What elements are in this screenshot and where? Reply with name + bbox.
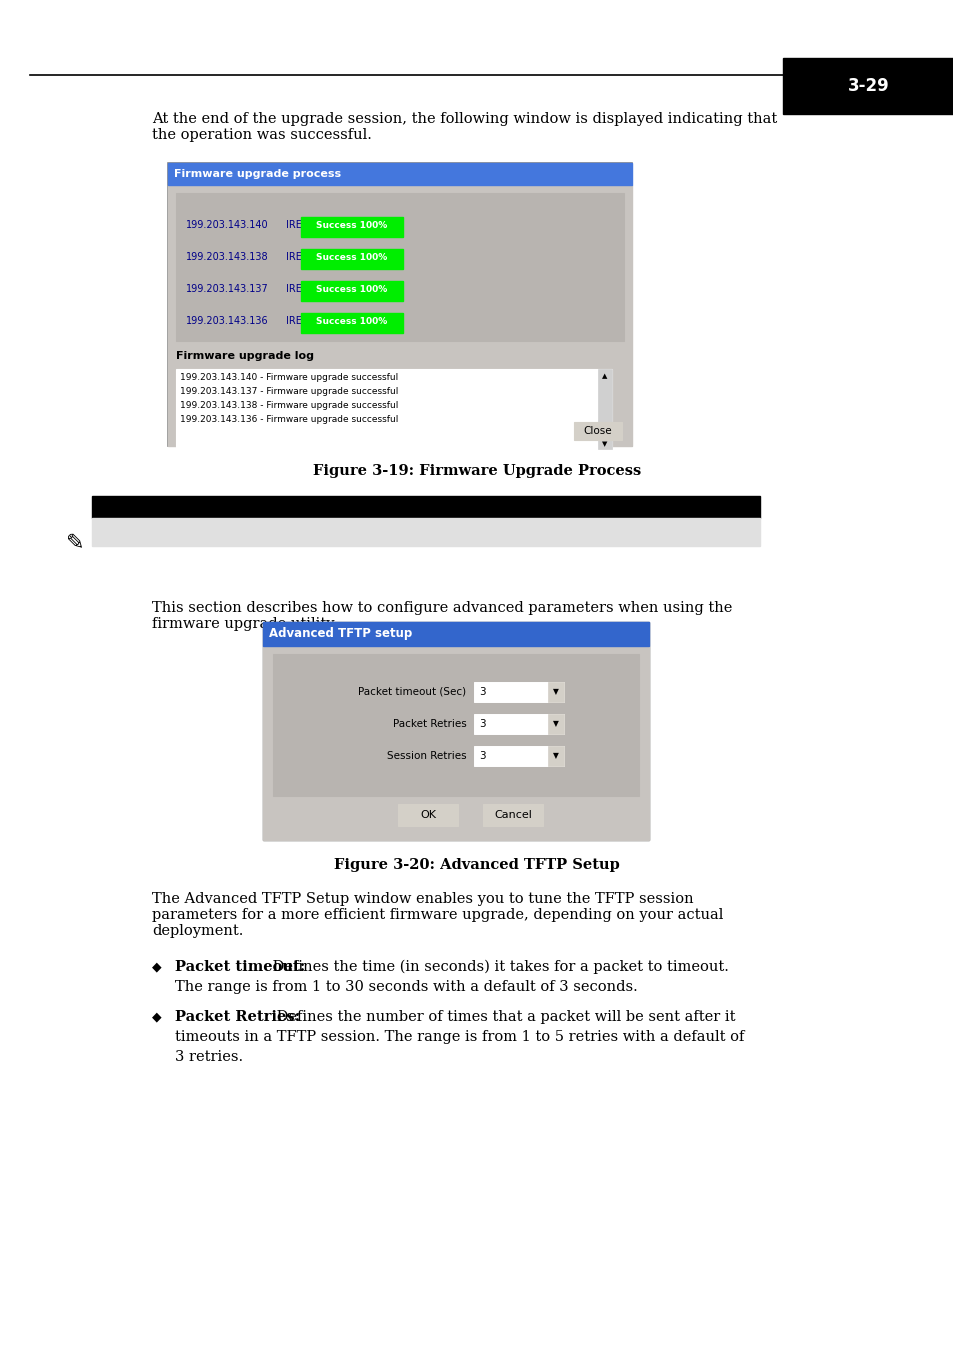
Text: Figure 3-20: Advanced TFTP Setup: Figure 3-20: Advanced TFTP Setup	[334, 858, 619, 871]
Text: Firmware upgrade log: Firmware upgrade log	[175, 351, 314, 361]
Bar	[301, 249, 402, 269]
Text: ▼: ▼	[601, 440, 607, 447]
Text: 3: 3	[478, 719, 485, 730]
Text: 199.203.143.136 - Firmware upgrade successful: 199.203.143.136 - Firmware upgrade succe…	[180, 415, 398, 424]
Bar	[782, 58, 953, 113]
Text: Success 100%: Success 100%	[316, 253, 387, 262]
Text: This section describes how to configure advanced parameters when using the
firmw: This section describes how to configure …	[152, 601, 732, 631]
Text: Packet timeout:: Packet timeout:	[174, 961, 305, 974]
Text: The range is from 1 to 30 seconds with a default of 3 seconds.: The range is from 1 to 30 seconds with a…	[174, 979, 638, 994]
Bar	[263, 646, 648, 840]
Bar	[175, 193, 623, 340]
Text: ◆: ◆	[152, 961, 161, 973]
Bar	[168, 185, 631, 446]
Text: OK: OK	[419, 811, 436, 820]
Text: Packet Retries: Packet Retries	[392, 719, 466, 730]
Text: 3: 3	[478, 688, 485, 697]
Bar	[263, 621, 648, 646]
Text: Packet timeout (Sec): Packet timeout (Sec)	[357, 688, 466, 697]
Text: 199.203.143.140 - Firmware upgrade successful: 199.203.143.140 - Firmware upgrade succe…	[180, 373, 397, 382]
Text: ▼: ▼	[553, 751, 558, 761]
Text: Close: Close	[583, 426, 612, 436]
Bar	[263, 621, 648, 840]
Text: 199.203.143.137: 199.203.143.137	[186, 284, 269, 295]
Text: IRE: IRE	[286, 220, 301, 230]
Text: ◆: ◆	[152, 1011, 161, 1023]
Bar	[474, 682, 564, 703]
Bar	[168, 163, 631, 185]
Text: Success 100%: Success 100%	[316, 316, 387, 326]
Bar	[474, 746, 564, 766]
Text: ✎: ✎	[66, 534, 84, 553]
Text: Firmware upgrade process: Firmware upgrade process	[173, 169, 341, 178]
Text: 3-29: 3-29	[846, 77, 888, 95]
Text: IRE: IRE	[286, 253, 301, 262]
Bar	[301, 313, 402, 332]
Text: At the end of the upgrade session, the following window is displayed indicating : At the end of the upgrade session, the f…	[152, 112, 777, 142]
Bar	[168, 163, 631, 446]
Text: 199.203.143.138 - Firmware upgrade successful: 199.203.143.138 - Firmware upgrade succe…	[180, 401, 398, 409]
Text: 3 retries.: 3 retries.	[174, 1050, 243, 1065]
Bar	[548, 713, 564, 734]
Text: The Advanced TFTP Setup window enables you to tune the TFTP session
parameters f: The Advanced TFTP Setup window enables y…	[152, 892, 722, 939]
Text: Session Retries: Session Retries	[386, 751, 466, 761]
Text: ▼: ▼	[553, 720, 558, 728]
Bar	[598, 369, 612, 449]
Bar	[548, 682, 564, 703]
Text: Success 100%: Success 100%	[316, 285, 387, 293]
Bar	[175, 369, 612, 449]
Bar	[474, 713, 564, 734]
Bar	[301, 218, 402, 236]
Bar	[548, 746, 564, 766]
Bar	[273, 654, 639, 796]
Text: IRE: IRE	[286, 284, 301, 295]
Text: timeouts in a TFTP session. The range is from 1 to 5 retries with a default of: timeouts in a TFTP session. The range is…	[174, 1029, 743, 1044]
Text: Advanced TFTP setup: Advanced TFTP setup	[269, 627, 412, 640]
Bar	[482, 804, 542, 825]
Text: IRE: IRE	[286, 316, 301, 326]
Text: 3: 3	[478, 751, 485, 761]
Text: Cancel: Cancel	[494, 811, 532, 820]
Text: Figure 3-19: Firmware Upgrade Process: Figure 3-19: Firmware Upgrade Process	[313, 463, 640, 478]
Bar	[91, 517, 760, 546]
Text: 199.203.143.136: 199.203.143.136	[186, 316, 269, 326]
Text: Success 100%: Success 100%	[316, 220, 387, 230]
Bar	[91, 496, 760, 517]
Text: 199.203.143.137 - Firmware upgrade successful: 199.203.143.137 - Firmware upgrade succe…	[180, 386, 398, 396]
Bar	[301, 281, 402, 301]
Bar	[397, 804, 457, 825]
Text: 199.203.143.138: 199.203.143.138	[186, 253, 269, 262]
Text: 199.203.143.140: 199.203.143.140	[186, 220, 269, 230]
Bar	[574, 422, 621, 440]
Text: Defines the time (in seconds) it takes for a packet to timeout.: Defines the time (in seconds) it takes f…	[268, 961, 728, 974]
Text: ▲: ▲	[601, 373, 607, 380]
Text: ▼: ▼	[553, 688, 558, 697]
Text: Defines the number of times that a packet will be sent after it: Defines the number of times that a packe…	[272, 1011, 735, 1024]
Text: Packet Retries:: Packet Retries:	[174, 1011, 300, 1024]
